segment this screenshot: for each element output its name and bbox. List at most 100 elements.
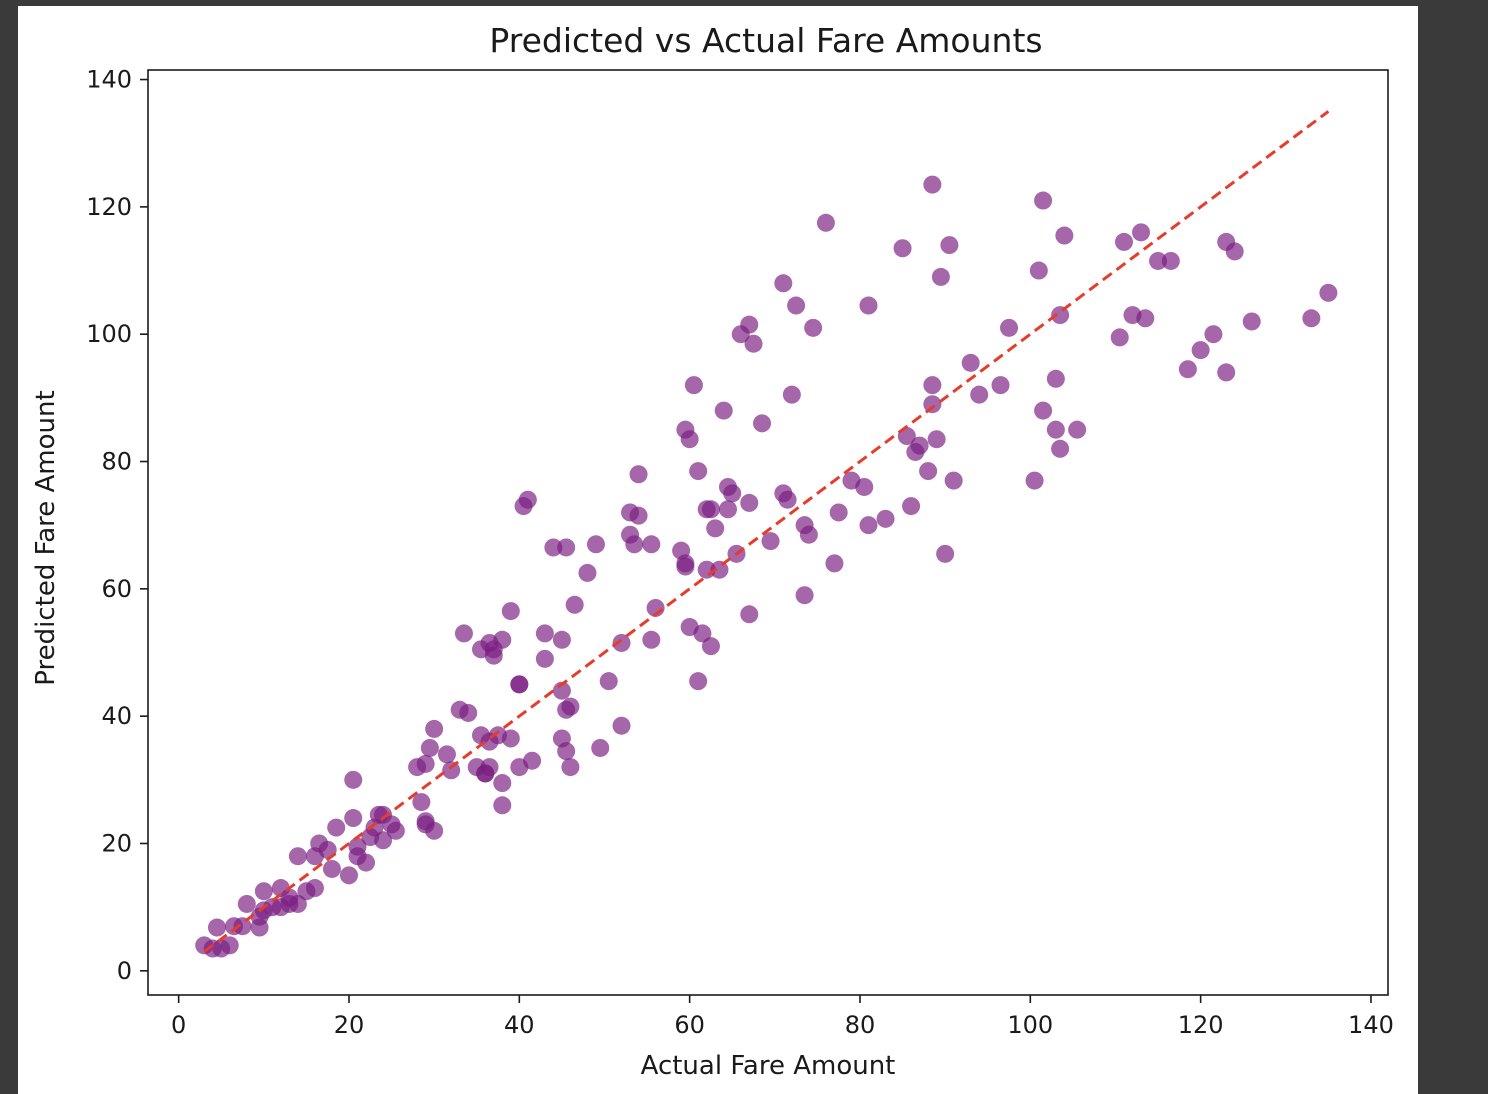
- data-point: [774, 274, 793, 293]
- data-point: [561, 697, 580, 716]
- data-point: [693, 624, 712, 643]
- data-point: [829, 503, 848, 522]
- data-point: [1217, 363, 1236, 382]
- data-point: [927, 430, 946, 449]
- y-tick-label: 100: [86, 320, 132, 348]
- data-point: [591, 738, 610, 757]
- data-point: [1055, 226, 1074, 245]
- y-tick-label: 140: [86, 66, 132, 94]
- data-point: [1025, 471, 1044, 490]
- data-point: [740, 493, 759, 512]
- data-point: [237, 894, 256, 913]
- data-point: [1029, 261, 1048, 280]
- data-point: [782, 385, 801, 404]
- data-point: [642, 535, 661, 554]
- data-point: [1319, 283, 1338, 302]
- x-tick-label: 140: [1348, 1011, 1394, 1039]
- data-point: [344, 809, 363, 828]
- data-point: [740, 315, 759, 334]
- data-point: [1136, 309, 1155, 328]
- data-point: [518, 490, 537, 509]
- data-point: [493, 630, 512, 649]
- data-point: [442, 761, 461, 780]
- data-point: [825, 554, 844, 573]
- data-point: [1178, 360, 1197, 379]
- data-point: [416, 754, 435, 773]
- data-point: [701, 637, 720, 656]
- data-point: [689, 462, 708, 481]
- data-point: [578, 563, 597, 582]
- x-tick-label: 20: [334, 1011, 365, 1039]
- x-tick-label: 0: [171, 1011, 186, 1039]
- data-point: [599, 672, 618, 691]
- chart-frame: Predicted vs Actual Fare Amounts 0 20 40 60…: [18, 6, 1418, 1094]
- data-point: [288, 847, 307, 866]
- data-point: [923, 376, 942, 395]
- data-point: [936, 544, 955, 563]
- data-point: [557, 742, 576, 761]
- data-point: [859, 516, 878, 535]
- reference-line-layer: [203, 110, 1330, 953]
- plot-area-border: [147, 69, 1389, 996]
- data-point: [612, 716, 631, 735]
- data-point: [710, 560, 729, 579]
- data-point: [629, 465, 648, 484]
- x-tick-label: 80: [845, 1011, 876, 1039]
- data-point: [454, 624, 473, 643]
- data-point: [220, 936, 239, 955]
- data-point: [501, 602, 520, 621]
- data-point: [961, 353, 980, 372]
- data-point: [544, 538, 563, 557]
- scatter-chart: Predicted vs Actual Fare Amounts 0 20 40 60…: [31, 21, 1394, 1081]
- data-point: [523, 751, 542, 770]
- data-point: [612, 633, 631, 652]
- data-point: [339, 866, 358, 885]
- data-point: [233, 917, 252, 936]
- data-point: [552, 630, 571, 649]
- data-point: [701, 500, 720, 519]
- data-point: [357, 853, 376, 872]
- data-point: [535, 649, 554, 668]
- data-point: [322, 859, 341, 878]
- y-tick-label: 80: [101, 448, 132, 476]
- data-point: [859, 296, 878, 315]
- points-layer: [195, 175, 1338, 958]
- data-point: [459, 703, 478, 722]
- data-point: [723, 484, 742, 503]
- data-point: [1149, 251, 1168, 270]
- data-point: [787, 296, 806, 315]
- y-tick-label: 40: [101, 702, 132, 730]
- x-axis-title: Actual Fare Amount: [641, 1051, 896, 1081]
- data-point: [552, 681, 571, 700]
- y-tick-label: 0: [117, 957, 132, 985]
- data-point: [1132, 223, 1151, 242]
- data-point: [327, 818, 346, 837]
- data-point: [778, 490, 797, 509]
- data-point: [557, 538, 576, 557]
- data-point: [718, 500, 737, 519]
- y-tick-label: 120: [86, 193, 132, 221]
- data-point: [629, 506, 648, 525]
- data-point: [344, 770, 363, 789]
- data-point: [288, 894, 307, 913]
- data-point: [923, 175, 942, 194]
- data-point: [931, 267, 950, 286]
- data-point: [1000, 318, 1019, 337]
- data-point: [1051, 306, 1070, 325]
- x-tick-label: 60: [674, 1011, 705, 1039]
- data-point: [1034, 191, 1053, 210]
- data-point: [944, 471, 963, 490]
- data-point: [207, 918, 226, 937]
- data-point: [565, 595, 584, 614]
- data-point: [1191, 341, 1210, 360]
- data-point: [1046, 369, 1065, 388]
- data-point: [493, 774, 512, 793]
- data-point: [795, 586, 814, 605]
- data-point: [970, 385, 989, 404]
- data-point: [501, 729, 520, 748]
- data-point: [1225, 242, 1244, 261]
- data-point: [680, 430, 699, 449]
- data-point: [804, 318, 823, 337]
- data-point: [535, 624, 554, 643]
- y-tick-label: 20: [101, 829, 132, 857]
